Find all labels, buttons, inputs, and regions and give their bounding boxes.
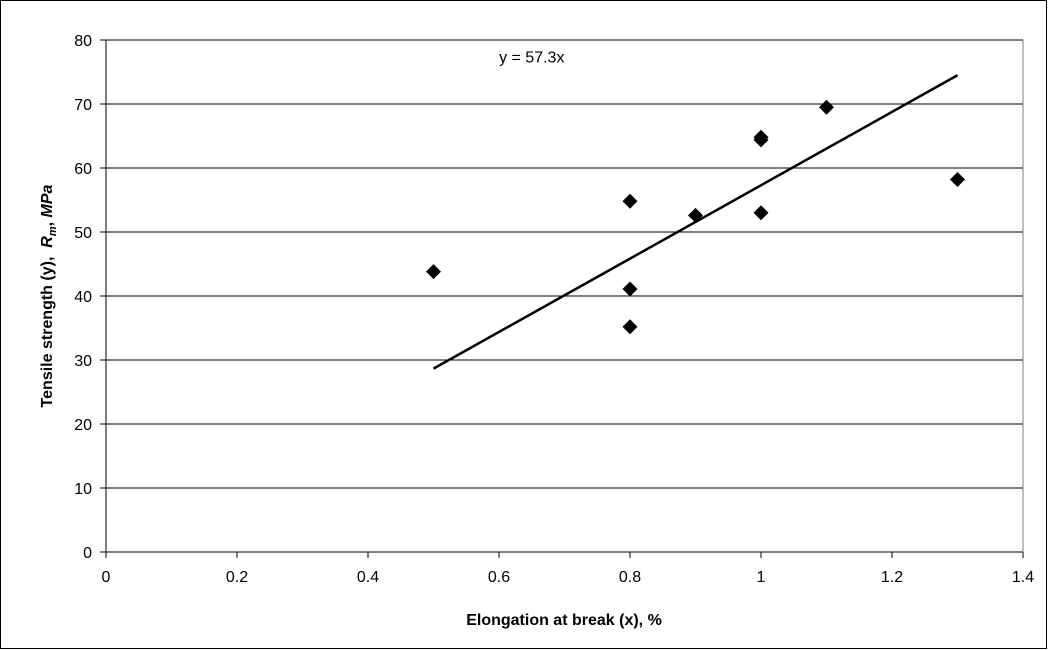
y-axis-title-part: MPa	[39, 184, 56, 217]
y-tick-label: 80	[74, 33, 92, 50]
y-tick-label: 30	[74, 353, 92, 370]
y-tick-label: 60	[74, 161, 92, 178]
axes	[100, 39, 1024, 558]
y-tick-label: 50	[74, 225, 92, 242]
x-tick-labels: 0 0.2 0.4 0.6 0.8 1 1.2 1.4	[102, 569, 1035, 586]
data-point	[950, 172, 965, 188]
y-axis-title: Tensile strength (y), Rm, MPa	[39, 184, 59, 407]
data-point	[426, 264, 441, 280]
y-axis-title-part: ,	[39, 217, 56, 226]
data-point	[688, 207, 703, 223]
data-point	[622, 281, 638, 297]
data-point	[622, 193, 638, 209]
y-tick-label: 10	[74, 481, 92, 498]
x-tick-label: 0.6	[488, 569, 510, 586]
y-axis-title-part: R	[39, 236, 56, 248]
y-tick-label: 0	[83, 545, 92, 562]
x-tick-label: 1.2	[881, 569, 903, 586]
y-axis-title-part: Tensile strength (y),	[39, 248, 56, 408]
x-tick-label: 0.8	[619, 569, 641, 586]
y-tick-label: 20	[74, 417, 92, 434]
annotations: y = 57.3x	[499, 49, 564, 66]
y-axis-title-part: m	[47, 226, 59, 236]
x-tick-label: 0.4	[357, 569, 379, 586]
trendline-equation: y = 57.3x	[499, 49, 564, 66]
data-point	[819, 99, 834, 115]
x-tick-label: 0	[102, 569, 111, 586]
data-point	[753, 132, 769, 148]
y-tick-labels: 0 10 20 30 40 50 60 70 80	[74, 33, 92, 562]
data-point	[622, 319, 638, 335]
x-tick-label: 1	[757, 569, 766, 586]
data-point	[753, 205, 769, 221]
x-axis-title: Elongation at break (x), %	[466, 612, 662, 629]
grid-lines	[106, 39, 1023, 489]
x-tick-label: 0.2	[226, 569, 248, 586]
y-tick-label: 40	[74, 289, 92, 306]
data-points	[426, 99, 965, 335]
y-tick-label: 70	[74, 97, 92, 114]
x-tick-label: 1.4	[1012, 569, 1034, 586]
